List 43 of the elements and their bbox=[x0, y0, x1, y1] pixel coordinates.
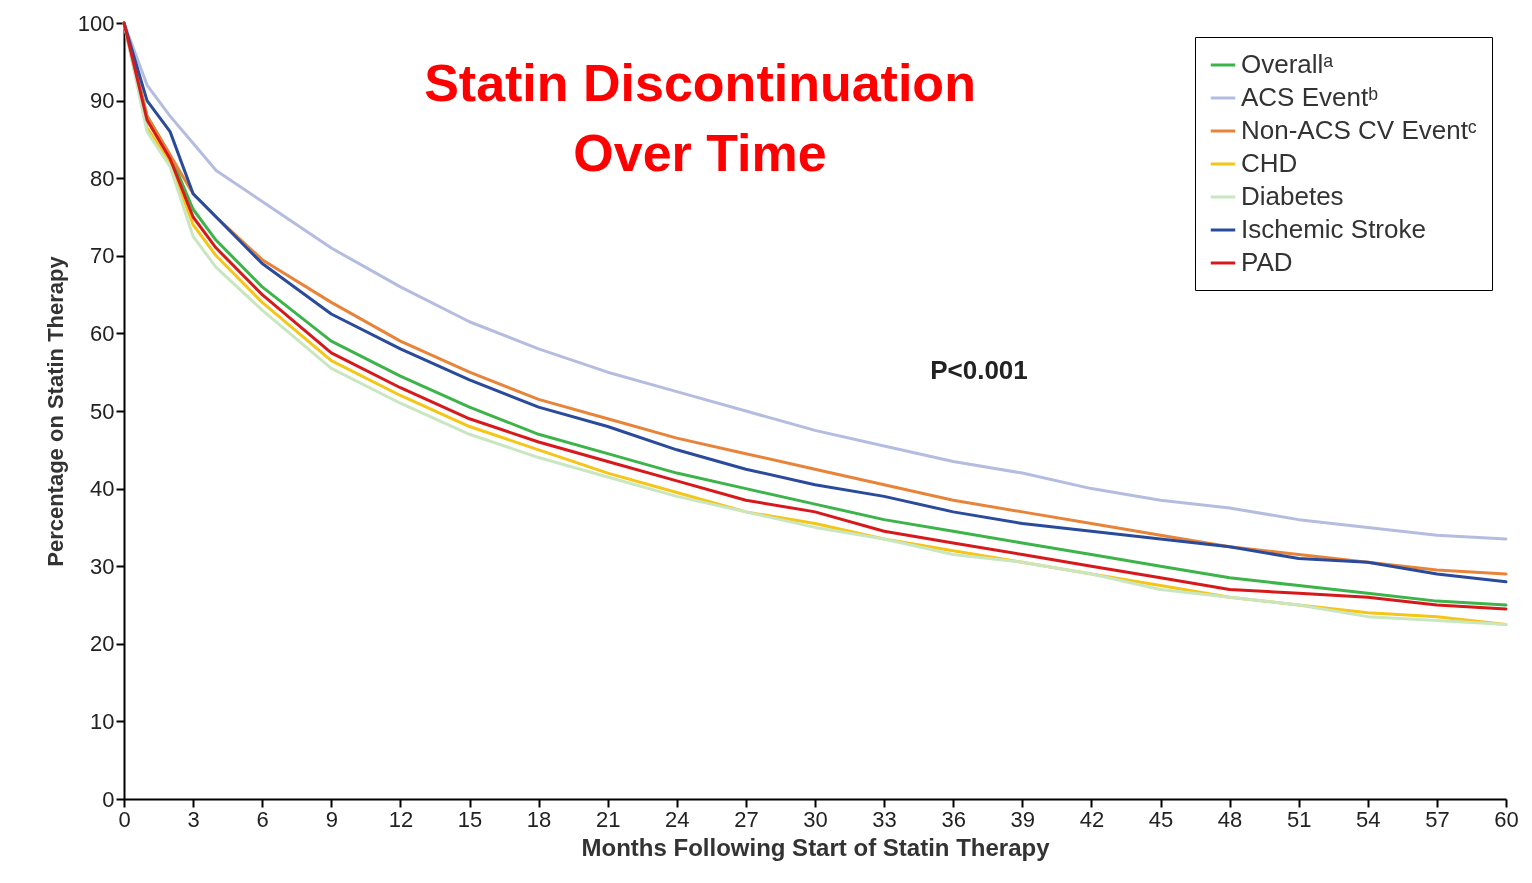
annotation: P<0.001 bbox=[930, 355, 1028, 385]
x-tick-label: 45 bbox=[1148, 806, 1174, 832]
x-tick-label: 9 bbox=[325, 806, 338, 832]
legend-label: Ischemic Stroke bbox=[1241, 214, 1426, 244]
x-tick-label: 39 bbox=[1010, 806, 1036, 832]
x-tick-label: 6 bbox=[256, 806, 269, 832]
x-tick-label: 0 bbox=[118, 806, 131, 832]
x-tick-label: 12 bbox=[388, 806, 414, 832]
x-tick-label: 3 bbox=[187, 806, 200, 832]
x-tick-label: 60 bbox=[1494, 806, 1519, 832]
legend-label: Diabetes bbox=[1241, 181, 1344, 211]
y-tick-label: 0 bbox=[102, 786, 115, 812]
y-tick-label: 80 bbox=[90, 165, 115, 191]
legend-label: PAD bbox=[1241, 247, 1293, 277]
x-tick-label: 54 bbox=[1356, 806, 1381, 832]
y-tick-label: 30 bbox=[90, 553, 115, 579]
y-tick-label: 90 bbox=[90, 88, 115, 114]
y-tick-label: 40 bbox=[90, 476, 115, 502]
x-tick-label: 15 bbox=[457, 806, 483, 832]
x-tick-label: 57 bbox=[1425, 806, 1450, 832]
legend-label: ACS Eventᵇ bbox=[1241, 82, 1379, 112]
x-tick-label: 24 bbox=[665, 806, 690, 832]
y-axis-title: Percentage on Statin Therapy bbox=[42, 255, 68, 567]
y-tick-label: 20 bbox=[90, 631, 115, 657]
x-tick-label: 48 bbox=[1217, 806, 1243, 832]
y-tick-label: 50 bbox=[90, 398, 115, 424]
x-tick-label: 18 bbox=[526, 806, 552, 832]
y-tick-label: 60 bbox=[90, 320, 115, 346]
legend-label: CHD bbox=[1241, 148, 1298, 178]
y-tick-label: 10 bbox=[90, 708, 115, 734]
x-tick-label: 33 bbox=[872, 806, 897, 832]
legend-label: Overallᵃ bbox=[1241, 49, 1334, 79]
x-tick-label: 42 bbox=[1079, 806, 1105, 832]
y-tick-label: 70 bbox=[90, 243, 115, 269]
x-tick-label: 51 bbox=[1286, 806, 1312, 832]
x-axis-title: Months Following Start of Statin Therapy bbox=[581, 833, 1051, 861]
x-tick-label: 21 bbox=[595, 806, 621, 832]
text: Statin Discontinuation Over Time bbox=[424, 54, 976, 182]
legend-label: Non-ACS CV Eventᶜ bbox=[1241, 115, 1478, 145]
x-tick-label: 36 bbox=[941, 806, 966, 832]
x-tick-label: 27 bbox=[734, 806, 759, 832]
x-tick-label: 30 bbox=[803, 806, 828, 832]
y-tick-label: 100 bbox=[77, 10, 115, 36]
